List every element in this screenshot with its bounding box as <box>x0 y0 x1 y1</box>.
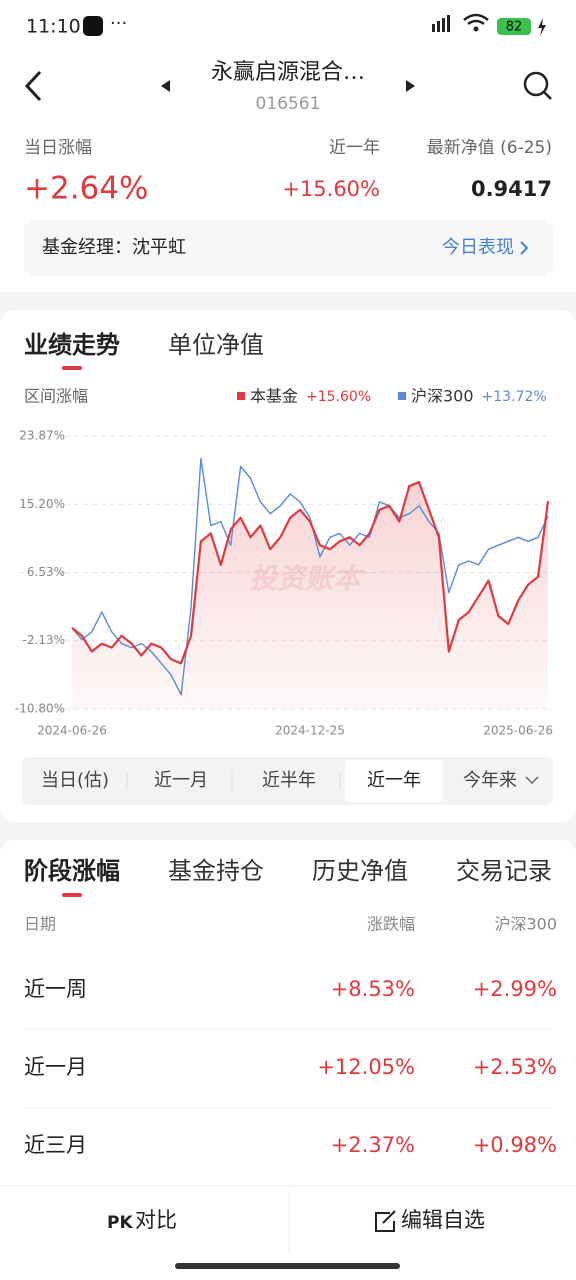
chart-subtitle: 区间涨幅 <box>24 387 88 406</box>
series-line <box>71 457 549 696</box>
legend-swatch <box>398 392 406 400</box>
battery-level: 82 <box>506 20 523 35</box>
legend-value: +15.60% <box>306 389 371 405</box>
status-time: 11:10 <box>26 16 81 38</box>
range-tab[interactable]: 今年来 <box>463 770 517 791</box>
search-button[interactable] <box>523 71 552 100</box>
chart-tab-active[interactable]: 业绩走势 <box>24 331 120 359</box>
table-header: 涨跌幅 <box>367 915 415 934</box>
tab-indicator <box>62 366 82 370</box>
edit-icon <box>375 1210 396 1232</box>
stage-tab[interactable]: 基金持仓 <box>168 857 264 885</box>
status-more: ··· <box>110 13 127 34</box>
tab-indicator <box>62 893 82 897</box>
battery <box>497 18 531 35</box>
stage-tab[interactable]: 交易记录 <box>456 857 552 885</box>
row-index-change: +0.98% <box>473 1133 557 1157</box>
edit-watchlist-button[interactable]: 编辑自选 <box>401 1208 485 1232</box>
charging-icon <box>538 18 546 36</box>
row-index-change: +2.53% <box>473 1055 557 1079</box>
legend-label: 沪深300 <box>411 387 474 406</box>
pk-icon: PK <box>107 1213 133 1233</box>
row-period: 近三月 <box>24 1133 87 1157</box>
manager-box <box>24 220 553 276</box>
range-tab[interactable]: 近一月 <box>154 770 208 791</box>
app-icon <box>83 16 103 36</box>
row-fund-change: +12.05% <box>317 1055 415 1079</box>
x-tick-label: 2025-06-26 <box>483 724 553 738</box>
signal-icons <box>432 13 489 32</box>
row-fund-change: +8.53% <box>331 977 415 1001</box>
link-chevron <box>520 241 529 255</box>
y-tick-label: 6.53% <box>27 565 65 579</box>
back-button[interactable] <box>24 70 42 102</box>
fund-code: 016561 <box>256 94 321 114</box>
stage-card <box>0 840 576 1200</box>
row-period: 近一月 <box>24 1055 87 1079</box>
table-header: 沪深300 <box>494 915 557 934</box>
series-line <box>71 481 550 665</box>
range-tab-selected-bg <box>345 760 443 802</box>
summary-label: 当日涨幅 <box>24 138 92 158</box>
summary-label: 近一年 <box>329 138 380 158</box>
legend-label: 本基金 <box>250 387 298 406</box>
daily-change: +2.64% <box>24 171 148 207</box>
range-tab[interactable]: 当日(估) <box>41 770 109 791</box>
home-indicator <box>175 1263 400 1269</box>
y-tick-label: 23.87% <box>19 429 65 443</box>
fund-title: 永赢启源混合… <box>211 60 365 85</box>
row-period: 近一周 <box>24 977 87 1001</box>
row-index-change: +2.99% <box>473 977 557 1001</box>
compare-button[interactable]: 对比 <box>135 1208 177 1232</box>
row-fund-change: +2.37% <box>331 1133 415 1157</box>
today-link[interactable]: 今日表现 <box>442 237 514 258</box>
table-header: 日期 <box>24 915 56 934</box>
y-tick-label: -2.13% <box>23 633 65 647</box>
x-tick-label: 2024-06-26 <box>37 724 107 738</box>
stage-tab[interactable]: 历史净值 <box>312 857 408 885</box>
x-tick-label: 2024-12-25 <box>275 724 345 738</box>
legend-value: +13.72% <box>482 389 547 405</box>
prev-fund[interactable] <box>161 80 170 92</box>
summary-label: 最新净值 (6-25) <box>427 138 552 158</box>
legend-swatch <box>237 392 245 400</box>
y-tick-label: 15.20% <box>19 497 65 511</box>
range-tab-selected[interactable]: 近一年 <box>367 770 421 791</box>
range-tab[interactable]: 近半年 <box>262 770 316 791</box>
chart-tab[interactable]: 单位净值 <box>168 331 264 359</box>
stage-tab-active[interactable]: 阶段涨幅 <box>24 857 120 885</box>
year-change: +15.60% <box>282 177 380 201</box>
manager-label: 基金经理：沈平虹 <box>42 237 186 258</box>
dropdown-chevron <box>525 776 539 785</box>
next-fund[interactable] <box>406 80 415 92</box>
y-tick-label: -10.80% <box>15 702 65 716</box>
area-fill <box>72 482 548 709</box>
latest-nav: 0.9417 <box>471 177 552 201</box>
chart: -10.80% -2.13% 6.53% 15.20% 23.87% 2024-06-26… <box>15 387 553 738</box>
range-separators <box>126 772 341 790</box>
